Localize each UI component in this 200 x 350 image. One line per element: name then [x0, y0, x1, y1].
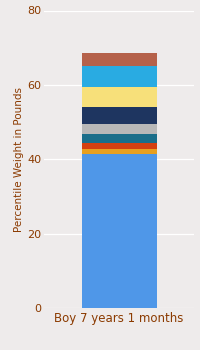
Bar: [82, 149, 156, 154]
Bar: [82, 134, 156, 142]
Bar: [82, 53, 156, 66]
Bar: [82, 142, 156, 149]
Bar: [82, 124, 156, 134]
Y-axis label: Percentile Weight in Pounds: Percentile Weight in Pounds: [14, 87, 24, 232]
Bar: [82, 87, 156, 107]
Bar: [82, 107, 156, 124]
Bar: [82, 66, 156, 87]
Bar: [82, 154, 156, 308]
